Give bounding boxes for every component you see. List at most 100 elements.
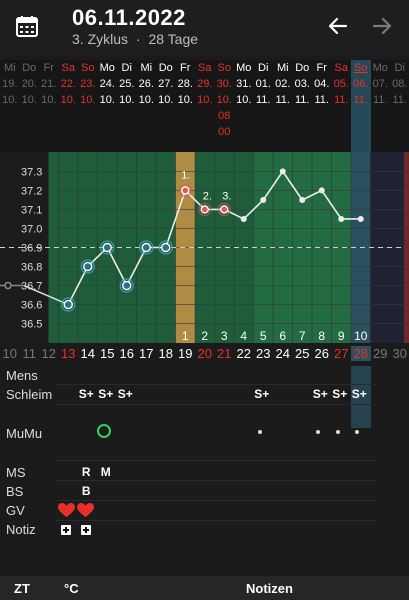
day-column[interactable]: Sa 29. 10. — [195, 60, 215, 152]
cycle-day-number: 27 — [334, 346, 349, 361]
day-column[interactable]: So 23. 10. — [78, 60, 98, 152]
day-day: 04. — [314, 78, 330, 90]
day-column[interactable]: Fr 28. 10. — [176, 60, 196, 152]
data-point — [83, 261, 93, 272]
day-month: 10. — [21, 94, 37, 106]
unit-label[interactable]: °C — [64, 581, 79, 596]
cycle-day-number: 18 — [158, 346, 173, 361]
data-point — [63, 299, 73, 310]
row-divider — [56, 384, 376, 385]
data-point — [318, 187, 325, 194]
cycle-day-number: 29 — [373, 346, 388, 361]
cycle-day-number: 26 — [314, 346, 329, 361]
data-point — [161, 242, 171, 253]
row-divider — [56, 404, 376, 405]
day-column[interactable]: Sa 22. 10. — [59, 60, 79, 152]
day-column[interactable]: So 06. 11. — [351, 60, 371, 152]
schleim-mark: S+ — [254, 387, 270, 401]
row-label-mumu: MuMu — [6, 426, 43, 441]
day-month: 10. — [60, 94, 76, 106]
cycle-day-number: 22 — [236, 346, 251, 361]
data-point-halo — [80, 259, 95, 274]
data-point — [357, 215, 364, 222]
cycle-day-number: 24 — [275, 346, 290, 361]
schleim-mark: S+ — [312, 387, 328, 401]
y-tick-label: 36.7 — [21, 281, 42, 293]
y-tick-label: 37.3 — [21, 166, 42, 178]
day-column[interactable]: Mi 19. 10. — [0, 60, 20, 152]
y-tick-label: 37.2 — [21, 185, 42, 197]
day-column[interactable]: Mo 24. 10. — [98, 60, 118, 152]
cycle-info: 3. Zyklus · 28 Tage — [72, 31, 198, 47]
mumu-dot — [316, 430, 320, 434]
arrow-right-icon[interactable] — [370, 14, 394, 38]
next-cycle-edge — [404, 152, 409, 343]
day-weekday: So — [217, 62, 231, 74]
day-column[interactable]: Do 20. 10. — [20, 60, 40, 152]
data-point — [181, 186, 190, 195]
row-divider — [56, 480, 376, 481]
day-month: 11. — [275, 94, 290, 106]
day-day: 22. — [60, 78, 76, 90]
day-column[interactable]: Mi 02. 11. — [273, 60, 293, 152]
today-column-band — [351, 366, 371, 428]
ms-mark-r: R — [81, 465, 91, 479]
high-temp-label: 1. — [181, 169, 190, 181]
count-label: 5 — [260, 329, 267, 343]
cycle-day-row: 10 11 12 13 14 15 16 17 18 19 20 21 22 23 24 25 26 27 28 29… — [0, 346, 409, 364]
row-label-gv: GV — [6, 503, 25, 518]
day-day: 27. — [158, 78, 174, 90]
schleim-mark: S+ — [117, 387, 133, 401]
data-point — [141, 242, 151, 253]
mumu-ring-icon — [96, 424, 111, 438]
day-weekday: Do — [295, 62, 310, 74]
zt-label[interactable]: ZT — [14, 581, 30, 596]
calendar-icon[interactable] — [14, 14, 40, 40]
day-day: 19. — [2, 78, 18, 90]
cycle-day-number: 11 — [22, 346, 37, 361]
count-label: 10 — [354, 329, 368, 343]
data-point — [200, 205, 209, 214]
day-column[interactable]: Fr 04. 11. — [312, 60, 332, 152]
note-plus-icon[interactable] — [81, 525, 91, 535]
arrow-left-icon[interactable] — [326, 14, 350, 38]
cycle-number: 3. Zyklus — [72, 31, 129, 47]
day-column[interactable]: Mi 26. 10. — [137, 60, 157, 152]
data-point-halo — [198, 202, 212, 217]
day-column[interactable]: Di 01. 11. — [254, 60, 274, 152]
day-weekday: Di — [121, 62, 132, 74]
bs-mark-b: B — [81, 484, 91, 498]
day-column[interactable]: Sa 05. 11. — [332, 60, 352, 152]
day-weekday: Mo — [99, 62, 115, 74]
day-month: 10. — [158, 94, 174, 106]
day-column[interactable]: Di 25. 10. — [117, 60, 137, 152]
day-column[interactable]: Di 08. 11. — [390, 60, 409, 152]
count-label: 7 — [299, 329, 306, 343]
day-weekday: Mi — [276, 62, 289, 74]
temperature-chart[interactable]: 37.3 37.2 37.1 37.0 36.9 36.8 36.7 36.6 36.5 1. 2.… — [0, 152, 409, 343]
data-point — [240, 215, 247, 222]
day-day: 02. — [275, 78, 291, 90]
note-plus-icon[interactable] — [61, 525, 71, 535]
day-month: 11. — [353, 94, 368, 106]
day-day: 20. — [21, 78, 37, 90]
day-column[interactable]: Do 27. 10. — [156, 60, 176, 152]
row-divider — [56, 520, 376, 521]
observation-rows[interactable]: Mens Schleim MuMu MS BS GV Notiz S+ S+ S… — [0, 366, 409, 546]
day-month: 10. — [41, 94, 57, 106]
time-minute: 00 — [218, 126, 231, 138]
day-weekday: Sa — [334, 62, 348, 74]
day-column[interactable]: Mo 07. 11. — [371, 60, 391, 152]
day-column[interactable]: Do 03. 11. — [293, 60, 313, 152]
day-weekday: Do — [158, 62, 173, 74]
day-column[interactable]: Mo 31. 10. — [234, 60, 254, 152]
schleim-mark: S+ — [98, 387, 114, 401]
day-column[interactable]: So 30. 10. 08 00 — [215, 60, 235, 152]
day-month: 11. — [392, 94, 407, 106]
day-column[interactable]: Fr 21. 10. — [39, 60, 59, 152]
notes-button[interactable]: Notizen — [246, 581, 293, 596]
data-point-halo — [158, 240, 173, 255]
cycle-day-number: 30 — [392, 346, 407, 361]
day-month: 10. — [177, 94, 193, 106]
day-month: 10. — [2, 94, 18, 106]
